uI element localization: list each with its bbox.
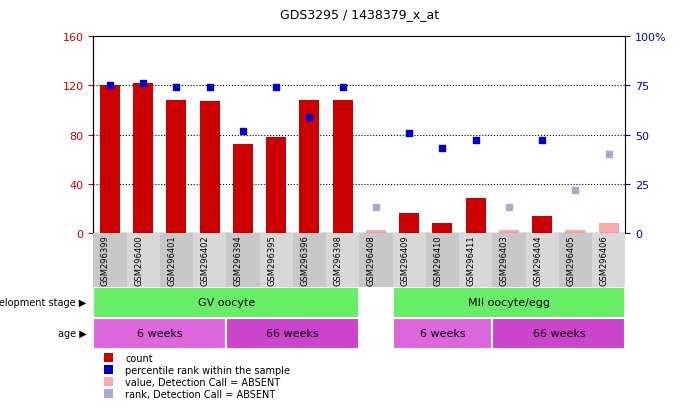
Bar	[93, 318, 227, 349]
Bar	[227, 233, 260, 287]
Text: percentile rank within the sample: percentile rank within the sample	[125, 365, 290, 375]
Point	[470, 138, 481, 145]
Bar	[399, 214, 419, 233]
Bar	[559, 233, 592, 287]
Bar	[598, 223, 618, 233]
Bar	[167, 101, 187, 233]
Point	[437, 146, 448, 152]
Bar	[126, 233, 160, 287]
Bar	[359, 233, 392, 287]
Bar	[392, 318, 492, 349]
Point	[603, 152, 614, 158]
Text: GSM296394: GSM296394	[234, 235, 243, 285]
Bar	[532, 216, 552, 233]
Text: development stage ▶: development stage ▶	[0, 297, 86, 308]
Bar	[526, 233, 559, 287]
Point	[204, 85, 215, 91]
Text: GSM296410: GSM296410	[433, 235, 442, 285]
Text: GSM296395: GSM296395	[267, 235, 276, 285]
Bar	[200, 102, 220, 233]
Point	[271, 85, 282, 91]
Text: GSM296411: GSM296411	[466, 235, 475, 285]
Text: GSM296406: GSM296406	[600, 235, 609, 285]
Text: GSM296400: GSM296400	[134, 235, 143, 285]
Bar	[100, 86, 120, 233]
Text: 66 weeks: 66 weeks	[533, 328, 585, 339]
Point	[104, 83, 115, 90]
Bar	[326, 233, 359, 287]
Text: GSM296398: GSM296398	[334, 235, 343, 286]
Text: GDS3295 / 1438379_x_at: GDS3295 / 1438379_x_at	[280, 8, 439, 21]
Bar	[93, 287, 359, 318]
Text: age ▶: age ▶	[57, 328, 86, 339]
Point	[370, 204, 381, 211]
Bar	[133, 84, 153, 233]
Bar	[233, 145, 253, 233]
Point	[138, 81, 149, 88]
Text: rank, Detection Call = ABSENT: rank, Detection Call = ABSENT	[125, 389, 276, 399]
Text: MII oocyte/egg: MII oocyte/egg	[468, 297, 550, 308]
Bar	[392, 233, 426, 287]
Point	[304, 114, 315, 121]
Bar	[466, 199, 486, 233]
Bar	[426, 233, 459, 287]
Point	[404, 130, 415, 137]
Bar	[592, 233, 625, 287]
Point	[171, 85, 182, 91]
Text: GSM296405: GSM296405	[567, 235, 576, 285]
Bar	[392, 287, 625, 318]
Bar	[227, 318, 359, 349]
Text: 6 weeks: 6 weeks	[137, 328, 182, 339]
Point	[570, 187, 581, 193]
Bar	[193, 233, 227, 287]
Bar	[366, 231, 386, 233]
Point	[337, 85, 348, 91]
Bar	[499, 231, 519, 233]
Text: 6 weeks: 6 weeks	[419, 328, 465, 339]
Bar	[492, 318, 625, 349]
Text: count: count	[125, 353, 153, 363]
Bar	[492, 233, 526, 287]
Text: value, Detection Call = ABSENT: value, Detection Call = ABSENT	[125, 377, 281, 387]
Text: GSM296404: GSM296404	[533, 235, 542, 285]
Point	[238, 128, 249, 135]
Text: GSM296396: GSM296396	[301, 235, 310, 286]
Text: GSM296408: GSM296408	[367, 235, 376, 285]
Bar	[565, 231, 585, 233]
Bar	[104, 353, 113, 362]
Text: GSM296399: GSM296399	[101, 235, 110, 285]
Text: GSM296409: GSM296409	[400, 235, 409, 285]
Bar	[293, 233, 326, 287]
Bar	[260, 233, 293, 287]
Bar	[433, 223, 453, 233]
Text: GSM296401: GSM296401	[167, 235, 176, 285]
Text: GSM296403: GSM296403	[500, 235, 509, 285]
Text: GSM296402: GSM296402	[200, 235, 209, 285]
Bar	[104, 389, 113, 398]
Bar	[266, 138, 286, 233]
Point	[504, 204, 515, 211]
Text: GV oocyte: GV oocyte	[198, 297, 255, 308]
Bar	[160, 233, 193, 287]
Bar	[299, 101, 319, 233]
Bar	[93, 233, 126, 287]
Bar	[333, 101, 352, 233]
Bar	[104, 377, 113, 386]
Bar	[459, 233, 492, 287]
Bar	[104, 365, 113, 374]
Point	[537, 138, 548, 145]
Text: 66 weeks: 66 weeks	[267, 328, 319, 339]
